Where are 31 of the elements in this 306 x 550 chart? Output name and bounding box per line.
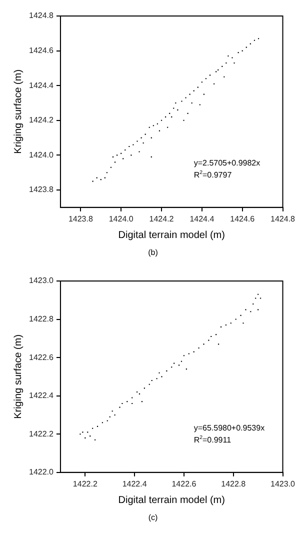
x-tick-label: 1424.0 (108, 214, 134, 224)
x-tick-label: 1422.8 (221, 479, 246, 488)
x-tick-label: 1424.8 (270, 214, 296, 224)
y-tick-label: 1422.0 (29, 468, 54, 477)
y-tick-label: 1424.6 (29, 46, 54, 56)
x-tick-label: 1423.8 (68, 214, 94, 224)
x-tick-label: 1422.2 (72, 479, 98, 488)
y-tick-label: 1422.6 (29, 352, 54, 362)
y-axis-title: Kriging surface (m) (12, 334, 24, 419)
text: (c) (147, 512, 159, 524)
y-tick-label: 1423.8 (29, 185, 54, 194)
y-axis-title: Kriging surface (m) (12, 69, 24, 154)
y-tick-label: 1424.4 (29, 80, 54, 90)
text: (b) (147, 247, 159, 259)
y-tick-label: 1422.8 (29, 314, 54, 324)
annotation: y=65.5980+0.9539x (194, 423, 265, 432)
x-tick-label: 1424.4 (190, 214, 215, 224)
x-tick-label: 1422.4 (122, 479, 148, 488)
annotation: y=2.5705+0.9982x (194, 158, 260, 168)
x-tick-label: 1424.2 (149, 214, 174, 224)
x-axis-title: Digital terrain model (m) (118, 230, 225, 241)
x-tick-label: 1422.6 (172, 479, 197, 488)
x-tick-label: 1423.0 (270, 479, 296, 488)
y-tick-label: 1423.0 (29, 276, 54, 286)
y-tick-label: 1424.8 (29, 11, 54, 20)
x-tick-label: 1424.6 (230, 214, 256, 224)
y-tick-label: 1424.2 (29, 116, 54, 125)
y-tick-label: 1422.2 (29, 429, 54, 438)
x-axis-title: Digital terrain model (m) (118, 494, 225, 506)
y-tick-label: 1422.4 (29, 391, 54, 400)
y-tick-label: 1424.0 (29, 150, 54, 160)
